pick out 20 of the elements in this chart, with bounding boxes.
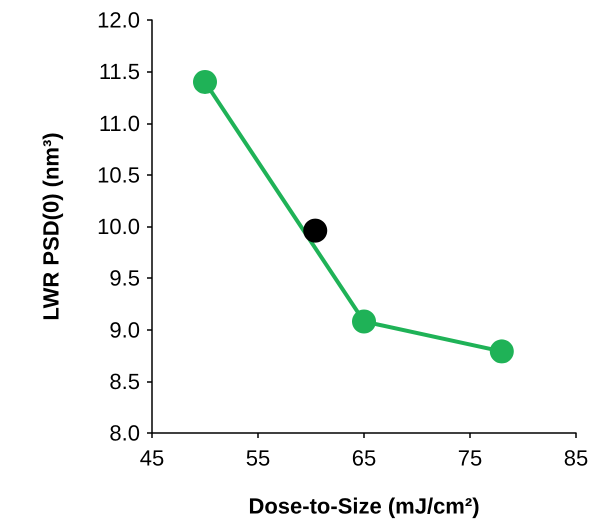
y-tick-label: 11.5: [98, 59, 140, 84]
x-tick-label: 55: [246, 446, 270, 470]
point: [303, 218, 328, 243]
y-tick-label: 8.0: [109, 420, 140, 446]
x-tick-label: 65: [352, 446, 376, 470]
y-tick-label: 10.0: [97, 214, 140, 239]
y-tick-label: 12.0: [97, 8, 140, 32]
x-tick-label: 45: [140, 446, 164, 470]
y-tick-label: 9.5: [109, 266, 140, 291]
x-tick-label: 85: [564, 446, 588, 470]
y-tick-label: 8.5: [109, 368, 140, 394]
point: [490, 339, 514, 364]
y-tick-label: 11.0: [98, 110, 140, 136]
y-tick-label: 10.5: [97, 162, 140, 188]
point: [193, 70, 217, 94]
point: [352, 309, 376, 334]
y-tick-label: 9.0: [109, 317, 140, 342]
x-tick-label: 75: [458, 446, 482, 470]
y-axis-title: LWR PSD(0) (nm³): [38, 132, 64, 321]
x-axis-title: Dose-to-Size (mJ/cm²): [248, 494, 480, 518]
